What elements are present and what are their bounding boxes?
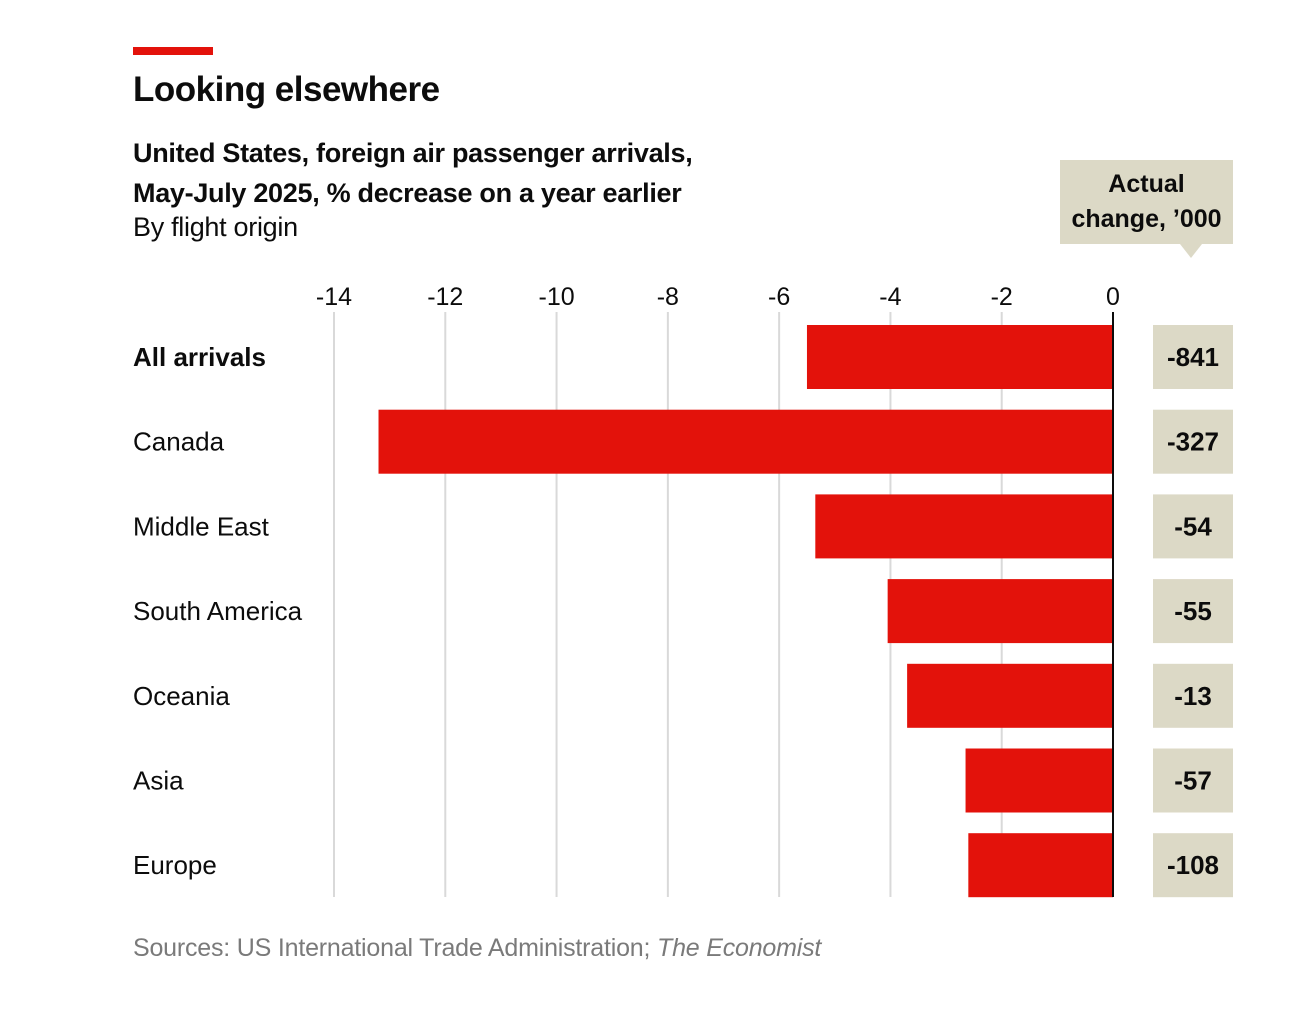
- actual-change-box: [1153, 494, 1233, 559]
- actual-change-value: -108: [1167, 850, 1219, 880]
- actual-change-box: [1153, 833, 1233, 898]
- subtitle-line-2: May-July 2025, % decrease on a year earl…: [133, 178, 682, 208]
- chart-title: Looking elsewhere: [133, 70, 440, 109]
- actual-change-box: [1153, 409, 1233, 474]
- actual-change-box: [1153, 748, 1233, 813]
- x-axis-ticks: -14 -12 -10 -8 -6 -4 -2 0: [316, 283, 1120, 311]
- x-tick-label: -14: [316, 283, 352, 311]
- category-label: Canada: [133, 427, 225, 457]
- category-label: Europe: [133, 850, 217, 880]
- source-note: Sources: US International Trade Administ…: [133, 934, 821, 963]
- actual-change-box: [1153, 325, 1233, 389]
- subtitle-line-1: United States, foreign air passenger arr…: [133, 138, 693, 168]
- source-publication: The Economist: [657, 934, 822, 962]
- chart-subtitle: United States, foreign air passenger arr…: [133, 133, 693, 213]
- accent-bar: [133, 47, 213, 55]
- x-tick-label: -12: [427, 283, 463, 311]
- source-text: Sources: US International Trade Administ…: [133, 934, 658, 962]
- category-label: Asia: [133, 766, 184, 796]
- callout-pointer: [1180, 244, 1202, 258]
- x-tick-label: -6: [768, 283, 790, 311]
- actual-change-header: Actual change, ’000: [1060, 160, 1233, 244]
- actual-change-value: -841: [1167, 342, 1219, 372]
- bar: [378, 409, 1113, 474]
- bar: [887, 579, 1113, 644]
- actual-change-boxes: -841 -327 -54 -55 -13 -57 -108: [1153, 325, 1233, 898]
- subtitle-by-origin: By flight origin: [133, 212, 298, 242]
- actual-change-header-line-2: change, ’000: [1071, 205, 1222, 233]
- actual-change-value: -55: [1174, 596, 1212, 626]
- x-tick-label: -4: [879, 283, 901, 311]
- x-tick-label: -2: [991, 283, 1013, 311]
- actual-change-value: -13: [1174, 681, 1212, 711]
- bar: [815, 494, 1113, 559]
- bar: [968, 833, 1113, 898]
- x-tick-label: -10: [539, 283, 575, 311]
- actual-change-value: -54: [1174, 511, 1212, 541]
- x-tick-label: -8: [657, 283, 679, 311]
- actual-change-header-line-1: Actual: [1108, 170, 1185, 198]
- actual-change-box: [1153, 663, 1233, 728]
- bar: [965, 748, 1113, 813]
- category-label: Middle East: [133, 511, 270, 541]
- bars: [378, 325, 1113, 898]
- category-label: All arrivals: [133, 342, 266, 372]
- actual-change-value: -327: [1167, 427, 1219, 457]
- category-label: South America: [133, 596, 303, 626]
- category-label: Oceania: [133, 681, 230, 711]
- bar: [806, 325, 1113, 389]
- actual-change-value: -57: [1174, 766, 1212, 796]
- category-labels: All arrivals Canada Middle East South Ameri…: [133, 342, 303, 880]
- x-tick-label: 0: [1106, 283, 1120, 311]
- actual-change-box: [1153, 579, 1233, 644]
- bar: [907, 663, 1113, 728]
